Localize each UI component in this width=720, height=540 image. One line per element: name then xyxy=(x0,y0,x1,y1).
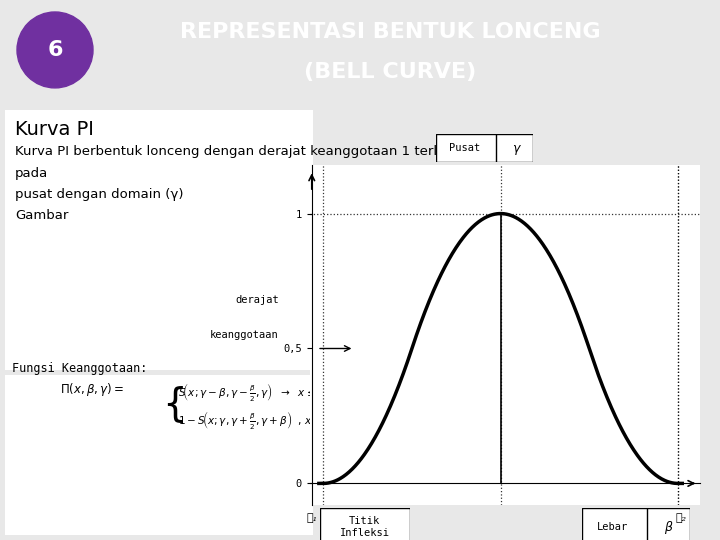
Text: $\Pi(x, \beta, \gamma) =$: $\Pi(x, \beta, \gamma) =$ xyxy=(60,381,125,399)
Text: (BELL CURVE): (BELL CURVE) xyxy=(304,62,476,82)
Bar xyxy=(5,375,313,535)
Text: $1-S\!\left(x;\gamma,\gamma+\frac{\beta}{2},\gamma+\beta\right)$  , $x > \gamma$: $1-S\!\left(x;\gamma,\gamma+\frac{\beta}… xyxy=(178,409,332,431)
Text: Gambar: Gambar xyxy=(15,209,68,222)
Text: pusat dengan domain (γ): pusat dengan domain (γ) xyxy=(15,188,184,201)
Text: Pusat: Pusat xyxy=(449,143,480,153)
Text: ℜ₂: ℜ₂ xyxy=(676,513,687,523)
Text: $S\!\left(x;\gamma-\beta,\gamma-\frac{\beta}{2},\gamma\right)$  $\rightarrow$  $: $S\!\left(x;\gamma-\beta,\gamma-\frac{\b… xyxy=(178,381,325,403)
Bar xyxy=(5,110,313,370)
Text: Titik
Infleksi: Titik Infleksi xyxy=(340,516,390,538)
Text: ℜ₁: ℜ₁ xyxy=(307,513,318,523)
Text: Kurva PI berbentuk lonceng dengan derajat keanggotaan 1 terletak: Kurva PI berbentuk lonceng dengan deraja… xyxy=(15,145,467,158)
Text: REPRESENTASI BENTUK LONCENG: REPRESENTASI BENTUK LONCENG xyxy=(180,22,600,42)
Text: keanggotaan: keanggotaan xyxy=(210,330,279,340)
Text: Kurva PI: Kurva PI xyxy=(15,120,94,139)
Text: Fungsi Keanggotaan:: Fungsi Keanggotaan: xyxy=(12,362,148,375)
Text: derajat: derajat xyxy=(235,295,279,305)
Text: Lebar: Lebar xyxy=(597,522,628,532)
Text: pada: pada xyxy=(15,167,48,180)
Text: 6: 6 xyxy=(48,40,63,60)
Circle shape xyxy=(17,12,93,88)
Text: β: β xyxy=(665,521,672,534)
Text: γ: γ xyxy=(512,142,519,155)
Text: $\{$: $\{$ xyxy=(162,384,184,426)
